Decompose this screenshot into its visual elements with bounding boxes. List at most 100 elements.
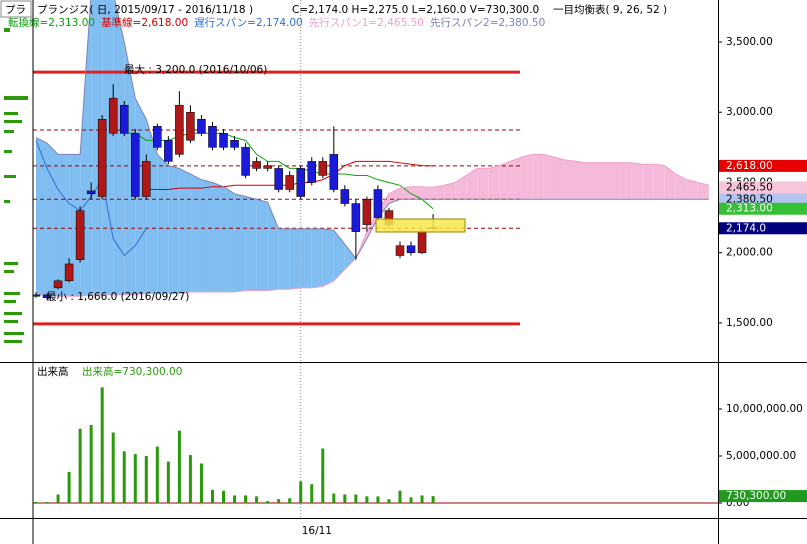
candle-body [263, 165, 272, 169]
cloud [91, 0, 103, 295]
volume-bar [233, 495, 237, 503]
legend-entry: 基準線=2,618.00 [101, 16, 188, 29]
x-tick-label: 16/11 [302, 525, 332, 537]
candle-body [241, 147, 250, 176]
candle-body [296, 168, 305, 197]
candle-body [351, 203, 361, 232]
candle-body [197, 119, 206, 134]
cloud [609, 162, 621, 200]
legend-entry: 先行スパン1=2,465.50 [309, 16, 424, 29]
cloud [69, 154, 81, 297]
price-tag [719, 159, 807, 172]
candle-body [164, 140, 173, 162]
cloud [631, 162, 643, 200]
cloud [422, 186, 434, 200]
candle-body [340, 189, 350, 204]
candle-body [153, 126, 162, 148]
candle-body [252, 161, 261, 169]
cloud [675, 174, 687, 200]
cloud [598, 162, 610, 200]
cloud [344, 244, 356, 270]
volume-bar [210, 489, 214, 503]
candle-body [142, 161, 151, 197]
candle-body [219, 133, 228, 148]
cloud [58, 154, 70, 297]
cloud [278, 228, 290, 290]
cloud [234, 193, 246, 293]
volume-bar [100, 387, 104, 503]
volume-bar [144, 455, 148, 503]
cloud [620, 162, 632, 200]
volume-bar [277, 499, 281, 503]
y-tick-label: 5,000,000.00 [726, 450, 796, 462]
cloud [399, 186, 412, 200]
header-title: プランジス( 日, 2015/09/17 - 2016/11/18 ) [37, 4, 253, 16]
cloud [477, 168, 489, 200]
y-tick-label: 3,500.00 [726, 36, 773, 48]
max-annotation: 最大 : 3,200.0 (2016/10/06) [124, 63, 267, 76]
price-tag-label: 2,380.50 [726, 193, 773, 205]
volume-bar [420, 495, 424, 503]
y-tick-label: 3,000.00 [726, 106, 773, 118]
plot: 16/11 転換線=2,313.00 基準線=2,618.00 遅行スパン=2,174… [8, 0, 807, 537]
cloud [113, 0, 125, 295]
tab[interactable] [0, 0, 32, 18]
cloud [190, 174, 202, 293]
candle-body [86, 190, 96, 194]
cloud [664, 165, 676, 200]
candle-body [329, 154, 339, 190]
cloud [201, 179, 213, 293]
cloud [289, 228, 301, 290]
cloud [521, 154, 533, 200]
min-annotation: 最小 : 1,666.0 (2016/09/27) [46, 291, 189, 303]
price-tag-label: 2,465.50 [726, 181, 773, 193]
candle-body [208, 126, 217, 148]
volume-bar [310, 484, 314, 503]
volume-bar [45, 502, 49, 503]
cloud [36, 137, 48, 295]
cloud [300, 228, 312, 288]
candle-body [373, 189, 383, 218]
volume-bar [122, 451, 126, 503]
cloud [256, 199, 268, 291]
candle-body [64, 263, 74, 282]
cloud [433, 185, 445, 200]
volume-bar [89, 424, 93, 503]
volume-bar [199, 463, 203, 503]
volume-bar [67, 471, 71, 503]
cloud [466, 168, 478, 200]
candle-body [186, 111, 195, 141]
volume-bar [56, 494, 60, 503]
tab-label[interactable]: プラ [5, 4, 26, 16]
volume-bar [398, 490, 402, 503]
price-tag [719, 181, 807, 194]
cloud [47, 143, 59, 297]
price-tag [719, 193, 807, 206]
indicator-line [36, 153, 709, 297]
candle-body [131, 133, 140, 197]
volume-subtitle: 出来高=730,300.00 [82, 365, 182, 378]
candle-body [33, 294, 41, 297]
candle-body [318, 161, 328, 176]
cloud [223, 186, 235, 293]
candle-body [285, 175, 294, 190]
candle-body [362, 199, 372, 225]
legend-entry: 遅行スパン=2,174.00 [194, 16, 303, 29]
volume-bar [222, 490, 226, 503]
cloud [697, 182, 709, 200]
cloud [510, 157, 522, 200]
cloud [532, 154, 544, 200]
volume-bar [78, 428, 82, 503]
price-tag-label: 2,313.00 [726, 203, 773, 215]
cloud [322, 228, 334, 287]
cloud [576, 161, 588, 200]
cloud [653, 164, 665, 200]
volume-bar [321, 448, 325, 503]
volume-bar [111, 432, 115, 503]
current-price-box [375, 218, 466, 233]
volume-bar [409, 497, 413, 503]
cloud [444, 182, 456, 200]
volume-bar [266, 501, 270, 503]
cloud [499, 161, 511, 200]
